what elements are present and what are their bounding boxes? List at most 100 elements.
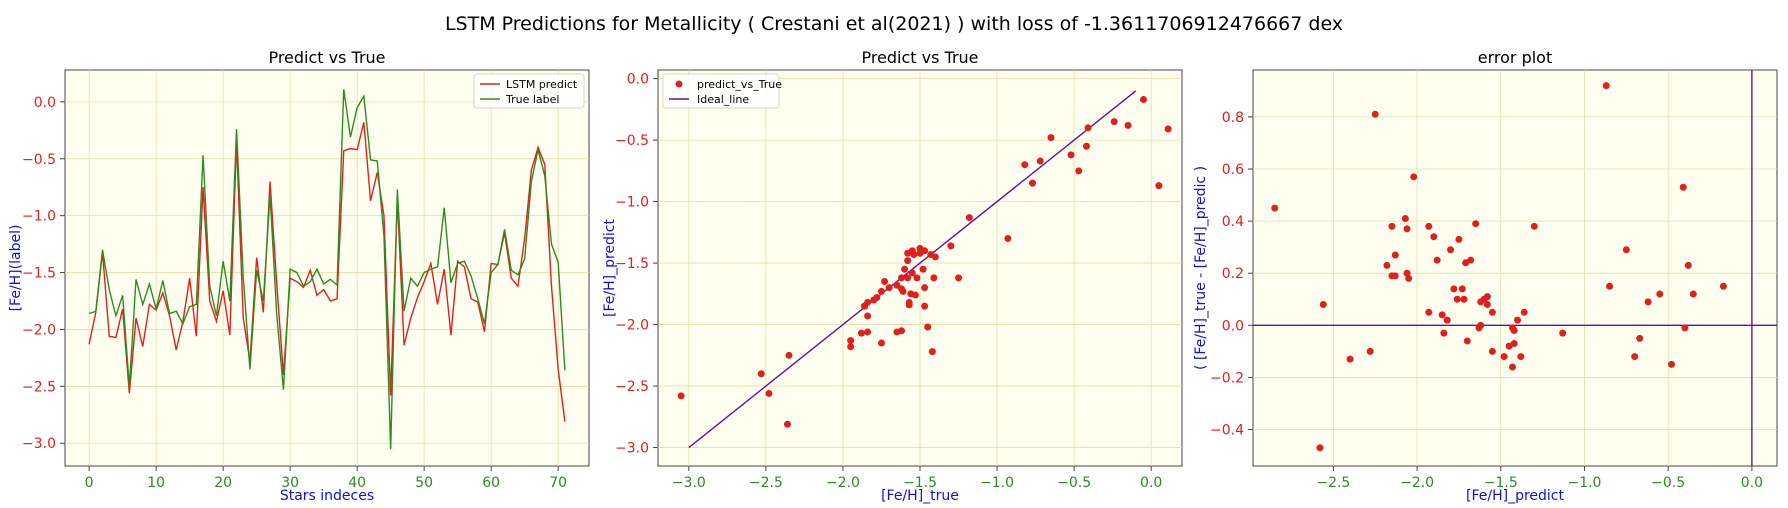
scatter-point [898,274,906,282]
plot-area-3 [1252,69,1778,467]
y-tick-label: 0.8 [1222,110,1244,126]
scatter-point [785,351,793,359]
y-tick-label: 0.0 [627,72,649,88]
x-tick-label: 0.0 [1741,475,1763,491]
scatter-point [873,294,881,302]
scatter-point [931,253,939,261]
y-tick-label: −2.0 [615,318,649,334]
scatter-point [877,287,885,295]
y-tick-label: −1.5 [615,256,649,272]
scatter-point [1383,261,1391,269]
scatter-point [1520,308,1528,316]
y-tick-label: −2.5 [22,379,56,395]
scatter-point [1681,324,1689,332]
scatter-point [1391,272,1399,280]
scatter-point [904,257,912,265]
scatter-point [1622,246,1630,254]
panel-error-plot: −2.5 −2.0 −1.5 −1.0 −0.5 0.0 −0.4 −0.2 0.0 0.2 0.4… [1193,48,1778,504]
scatter-point [893,281,901,289]
scatter-point [919,265,927,273]
y-tick-label: −0.2 [1210,370,1244,386]
scatter-point [1410,173,1418,181]
scatter-point [1472,220,1480,228]
legend-2: predict_vs_True Ideal_line [662,73,782,109]
scatter-point [1530,222,1538,230]
scatter-point [1438,311,1446,319]
y-tick-label: 0.4 [1222,214,1244,230]
x-tick-label: 0 [85,475,94,491]
y-axis-label-1: [Fe/H](label) [8,225,24,312]
scatter-point [1689,290,1697,298]
scatter-point [885,284,893,292]
scatter-point [1047,134,1055,142]
y-tick-label: 0.2 [1222,266,1244,282]
scatter-point [1405,274,1413,282]
scatter-point [901,265,909,273]
scatter-point [1455,235,1463,243]
scatter-point [1021,161,1029,169]
scatter-point [765,389,773,397]
series-line-true [88,89,566,449]
scatter-point [1075,167,1083,175]
x-tick-label: 40 [348,475,366,491]
scatter-point [911,291,919,299]
legend-1: LSTM predict True label [473,73,585,109]
y-tick-label: −1.5 [22,266,56,282]
scatter-point [877,339,885,347]
figure-title: LSTM Predictions for Metallicity ( Crest… [445,13,1343,35]
scatter-point [1644,298,1652,306]
scatter-point [1656,290,1664,298]
scatter-point [857,329,865,337]
scatter-point [864,298,872,306]
scatter-point [1391,251,1399,259]
scatter-point [1004,234,1012,242]
x-tick-label: 60 [482,475,500,491]
scatter-point [1447,246,1455,254]
panel-line-chart: 0 10 20 30 40 50 60 70 −3.0 −2.5 −2.0 −1.5 −1.0 −0.5 0… [8,48,590,504]
scatter-point [1458,285,1466,293]
scatter-point [1430,233,1438,241]
x-tick-label: −2.0 [1400,475,1434,491]
scatter-point [1606,282,1614,290]
scatter-point [1483,293,1491,301]
x-tick-label: −2.5 [749,475,783,491]
x-tick-label: 50 [415,475,433,491]
x-tick-label: −3.0 [672,475,706,491]
scatter-point [1510,340,1518,348]
scatter-point [1440,329,1448,337]
legend-swatch-scatter [675,80,683,88]
panel-title-3: error plot [1478,48,1552,67]
x-tick-label: −1.0 [980,475,1014,491]
scatter-point [847,337,855,345]
x-tick-label: 30 [281,475,299,491]
scatter-point [1559,329,1567,337]
scatter-point [1110,118,1118,126]
x-axis-label-2: [Fe/H]_true [881,488,959,504]
x-tick-label: 20 [214,475,232,491]
scatter-point [1124,121,1132,129]
panel-title-1: Predict vs True [268,48,385,67]
x-tick-label: 10 [147,475,165,491]
scatter-point [908,247,916,255]
scatter-point [921,284,929,292]
y-tick-label: −2.0 [22,322,56,338]
x-tick-label: 0.0 [1140,475,1162,491]
y-tick-label: −1.0 [22,209,56,225]
y-tick-label: −0.5 [22,152,56,168]
scatter-point [916,244,924,252]
scatter-point [904,274,912,282]
y-tick-label: −2.5 [615,379,649,395]
scatter-point [1443,316,1451,324]
scatter-point [1631,353,1639,361]
legend-label-true: True label [505,93,559,106]
y-axis-label-2: [Fe/H]_predict [602,219,618,317]
scatter-point [905,301,913,309]
scatter-point [864,328,872,336]
scatter-point [1510,327,1518,335]
scatter-point [1719,282,1727,290]
scatter-point [1453,295,1461,303]
scatter-point [965,214,973,222]
scatter-point [1316,444,1324,452]
x-tick-label: −2.5 [1316,475,1350,491]
scatter-point [1679,183,1687,191]
